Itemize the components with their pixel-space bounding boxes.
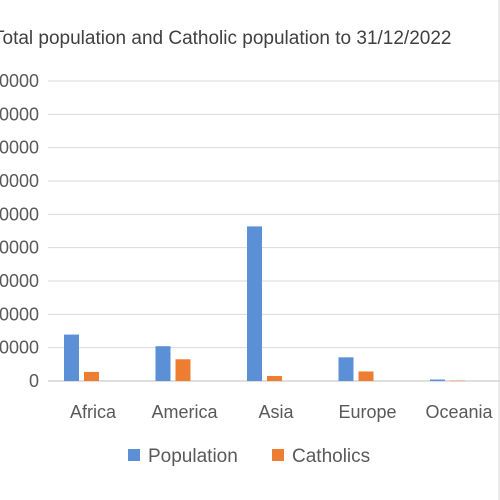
y-tick-label: 6000000 — [0, 171, 39, 191]
x-tick-label: Europe — [338, 402, 396, 422]
bar-catholics-america — [175, 359, 191, 381]
bar-population-asia — [247, 226, 262, 381]
y-tick-label: 0 — [29, 371, 39, 391]
y-tick-label: 9000000 — [0, 71, 39, 91]
y-tick-label: 3000000 — [0, 271, 39, 291]
legend-swatch-catholics — [272, 449, 284, 461]
bar-population-africa — [64, 334, 79, 381]
y-tick-label: 8000000 — [0, 104, 39, 124]
bar-catholics-asia — [267, 376, 282, 381]
legend-swatch-population — [128, 449, 140, 461]
bar-catholics-africa — [84, 371, 99, 381]
chart-title: Total population and Catholic population… — [0, 28, 452, 49]
bar-population-oceania — [430, 379, 445, 381]
bar-catholics-oceania — [450, 380, 465, 382]
legend-label-catholics: Catholics — [292, 446, 370, 467]
bar-catholics-europe — [358, 371, 374, 381]
bar-population-europe — [338, 357, 354, 381]
y-tick-label: 4000000 — [0, 238, 39, 258]
y-tick-label: 1000000 — [0, 338, 39, 358]
x-tick-label: Africa — [70, 402, 117, 422]
bar-population-america — [155, 346, 171, 381]
x-tick-label: America — [151, 402, 218, 422]
legend-label-population: Population — [148, 446, 238, 467]
y-tick-label: 5000000 — [0, 204, 39, 224]
y-tick-label: 7000000 — [0, 138, 39, 158]
x-tick-label: Oceania — [425, 402, 493, 422]
x-tick-label: Asia — [258, 402, 294, 422]
